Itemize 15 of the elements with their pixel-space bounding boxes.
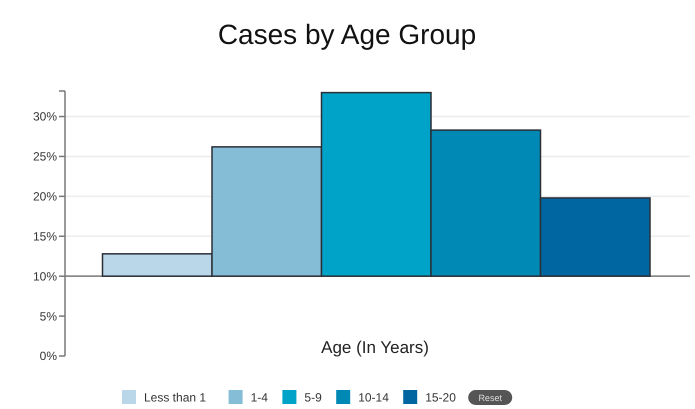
y-tick-label: 10% — [32, 269, 58, 284]
legend-label: 5-9 — [304, 390, 322, 404]
y-tick-label: 0% — [40, 349, 58, 364]
chart-title: Cases by Age Group — [218, 19, 476, 50]
y-tick-label: 5% — [40, 309, 58, 324]
x-axis-title: Age (In Years) — [321, 338, 429, 357]
legend-label: 1-4 — [250, 390, 268, 404]
y-tick-label: 20% — [32, 190, 58, 204]
legend-label: 10-14 — [358, 390, 390, 404]
y-tick-label: 15% — [32, 229, 58, 244]
y-tick-label: 30% — [32, 110, 58, 124]
legend-label: Less than 1 — [144, 390, 206, 404]
legend-label: 15-20 — [425, 390, 456, 404]
y-tick-label: 25% — [32, 150, 58, 164]
reset-button: Reset — [468, 390, 512, 405]
